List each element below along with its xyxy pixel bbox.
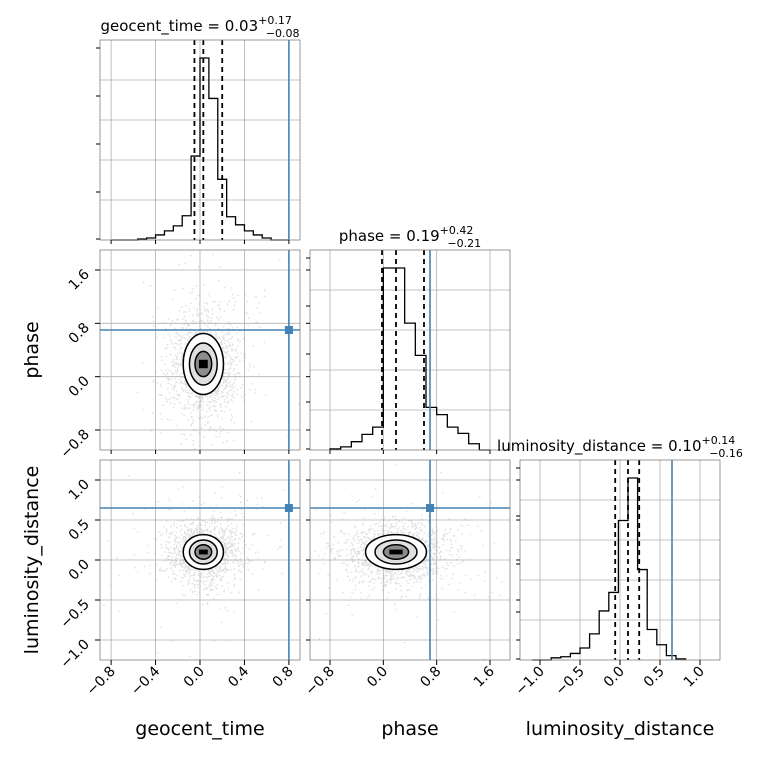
contour-2: [194, 350, 213, 378]
y-tick-label-phase: −0.8: [57, 427, 92, 462]
contour-2: [382, 544, 410, 560]
y-tick-label-luminosity_distance: 0.0: [66, 557, 93, 584]
density-peak: [389, 549, 403, 555]
x-tick-label-geocent_time: 0.8: [270, 664, 297, 691]
contour-1: [374, 539, 418, 565]
title-plus: +0.42: [440, 224, 474, 237]
x-axis-label-luminosity_distance: luminosity_distance: [526, 718, 715, 740]
x-tick-label-phase: 1.6: [471, 663, 498, 690]
panel-title-luminosity_distance: luminosity_distance = 0.10+0.14 −0.16: [497, 434, 743, 460]
contour-0: [182, 533, 225, 571]
x-tick-label-luminosity_distance: −1.0: [512, 664, 547, 699]
panel-title-geocent_time: geocent_time = 0.03+0.17 −0.08: [100, 14, 299, 40]
x-tick-label-phase: 0.0: [364, 664, 391, 691]
y-tick-label-luminosity_distance: −1.0: [57, 637, 92, 672]
panel-frame-phase: [309, 249, 511, 451]
title-main: luminosity_distance = 0.10: [497, 437, 701, 456]
histogram-phase: [329, 267, 490, 451]
density-peak: [198, 549, 208, 555]
y-tick-label-phase: 0.8: [66, 320, 93, 347]
title-main: geocent_time = 0.03: [100, 17, 258, 36]
x-axis-label-phase: phase: [381, 718, 438, 740]
truth-marker: [284, 504, 293, 512]
x-tick-label-luminosity_distance: 1.0: [681, 664, 708, 691]
title-main: phase = 0.19: [339, 227, 440, 245]
x-tick-label-luminosity_distance: 0.0: [601, 664, 628, 691]
contour-0: [364, 533, 428, 571]
y-tick-label-luminosity_distance: 1.0: [66, 477, 93, 504]
contour-0: [182, 332, 225, 396]
x-tick-label-phase: 0.8: [417, 664, 444, 691]
panel-title-phase: phase = 0.19+0.42 −0.21: [339, 224, 481, 250]
x-tick-label-geocent_time: 0.4: [225, 663, 252, 690]
contour-1: [188, 539, 218, 565]
title-minus: −0.21: [447, 237, 481, 250]
y-tick-label-phase: 1.6: [66, 266, 93, 293]
contour-2: [194, 544, 213, 560]
x-axis-label-geocent_time: geocent_time: [135, 718, 264, 740]
truth-marker: [284, 326, 293, 334]
title-plus: +0.14: [702, 434, 736, 447]
histogram-luminosity_distance: [532, 477, 687, 661]
title-minus: −0.08: [266, 27, 300, 40]
y-axis-label-luminosity_distance: luminosity_distance: [21, 466, 43, 655]
x-tick-label-luminosity_distance: −0.5: [552, 664, 587, 699]
truth-marker: [426, 504, 434, 512]
contour-1: [188, 342, 218, 386]
x-tick-label-geocent_time: 0.0: [181, 664, 208, 691]
histogram-geocent_time: [111, 57, 289, 241]
y-tick-label-phase: 0.0: [66, 373, 93, 400]
title-plus: +0.17: [258, 14, 292, 27]
x-tick-label-geocent_time: −0.4: [128, 663, 163, 698]
x-tick-label-geocent_time: −0.8: [84, 664, 119, 699]
x-tick-label-luminosity_distance: 0.5: [641, 664, 668, 691]
density-peak: [198, 359, 208, 369]
y-tick-label-luminosity_distance: 0.5: [66, 517, 93, 544]
y-tick-label-luminosity_distance: −0.5: [57, 597, 92, 632]
title-minus: −0.16: [709, 447, 743, 460]
y-axis-label-phase: phase: [21, 321, 43, 378]
x-tick-label-phase: −0.8: [302, 664, 337, 699]
